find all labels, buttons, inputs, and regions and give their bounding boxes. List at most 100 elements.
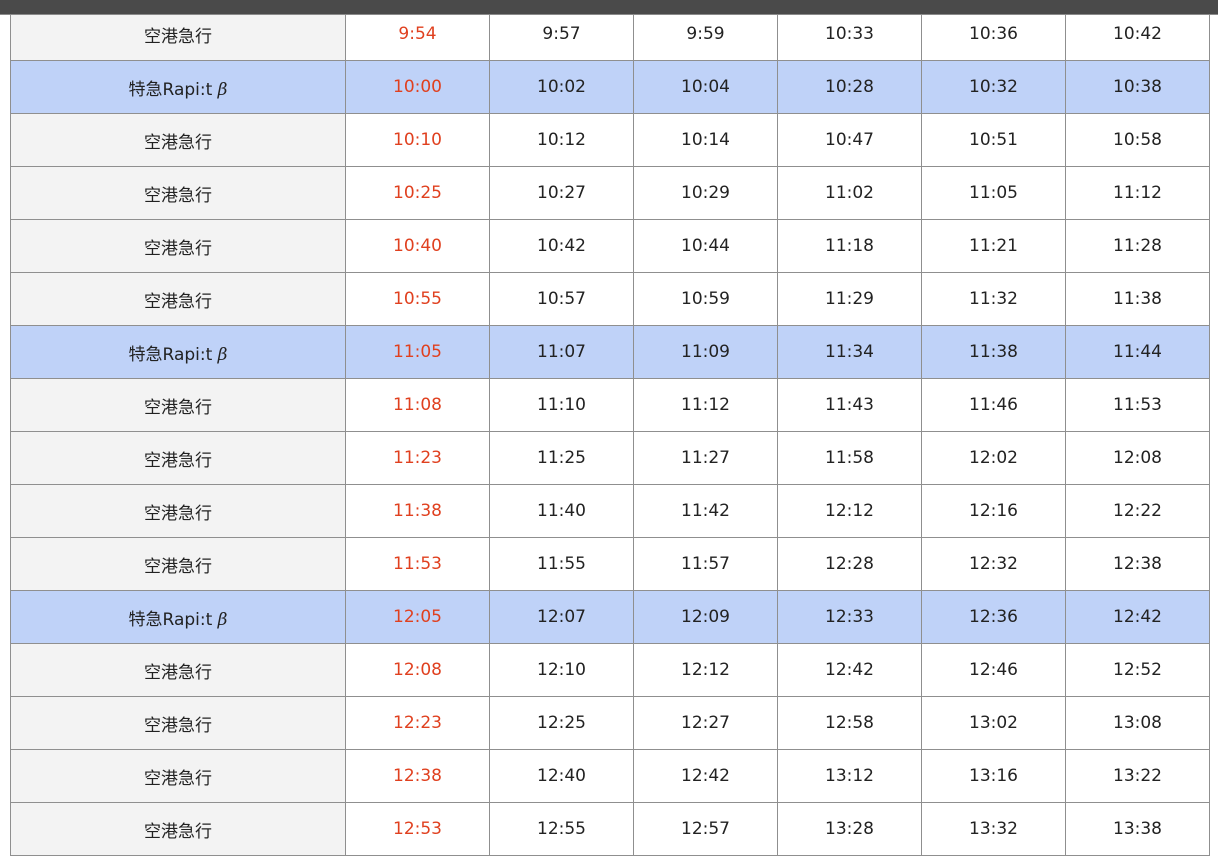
departure-time-cell: 9:54	[345, 7, 490, 61]
table-row: 空港急行 9:54 9:57 9:59 10:33 10:36 10:42	[10, 7, 1210, 61]
time-cell: 13:02	[921, 696, 1066, 750]
train-type-cell: 空港急行	[10, 378, 346, 432]
time-cell: 12:42	[633, 749, 778, 803]
train-type-label: 空港急行	[144, 768, 212, 789]
train-type-label: 空港急行	[144, 291, 212, 312]
time-cell: 11:42	[633, 484, 778, 538]
train-type-cell: 空港急行	[10, 537, 346, 591]
time-cell: 13:16	[921, 749, 1066, 803]
train-type-label: 特急Rapi:t	[128, 79, 213, 100]
time-cell: 10:42	[489, 219, 634, 273]
table-row-rapit: 特急Rapi:t β 12:05 12:07 12:09 12:33 12:36 12:42	[10, 590, 1210, 644]
time-cell: 11:02	[777, 166, 922, 220]
departure-time-cell: 11:53	[345, 537, 490, 591]
time-cell: 10:29	[633, 166, 778, 220]
table-row-rapit: 特急Rapi:t β 10:00 10:02 10:04 10:28 10:32 10:38	[10, 60, 1210, 114]
time-cell: 11:10	[489, 378, 634, 432]
departure-time-cell: 11:05	[345, 325, 490, 379]
train-type-label: 空港急行	[144, 662, 212, 683]
departure-time-cell: 10:10	[345, 113, 490, 167]
time-cell: 10:58	[1065, 113, 1210, 167]
time-cell: 11:12	[1065, 166, 1210, 220]
time-cell: 12:27	[633, 696, 778, 750]
train-type-label: 空港急行	[144, 132, 212, 153]
time-cell: 11:18	[777, 219, 922, 273]
time-cell: 10:42	[1065, 7, 1210, 61]
departure-time-cell: 10:00	[345, 60, 490, 114]
time-cell: 12:32	[921, 537, 1066, 591]
time-cell: 10:36	[921, 7, 1066, 61]
departure-time-cell: 11:08	[345, 378, 490, 432]
train-type-cell: 空港急行	[10, 696, 346, 750]
time-cell: 11:12	[633, 378, 778, 432]
train-type-cell: 空港急行	[10, 802, 346, 856]
time-cell: 12:57	[633, 802, 778, 856]
time-cell: 12:12	[633, 643, 778, 697]
table-row: 空港急行 11:23 11:25 11:27 11:58 12:02 12:08	[10, 431, 1210, 485]
time-cell: 12:55	[489, 802, 634, 856]
departure-time-cell: 12:53	[345, 802, 490, 856]
time-cell: 12:08	[1065, 431, 1210, 485]
departure-time-cell: 12:05	[345, 590, 490, 644]
time-cell: 10:59	[633, 272, 778, 326]
time-cell: 12:42	[777, 643, 922, 697]
time-cell: 10:38	[1065, 60, 1210, 114]
time-cell: 11:57	[633, 537, 778, 591]
time-cell: 12:28	[777, 537, 922, 591]
time-cell: 11:21	[921, 219, 1066, 273]
table-row: 空港急行 11:38 11:40 11:42 12:12 12:16 12:22	[10, 484, 1210, 538]
table-row: 空港急行 12:38 12:40 12:42 13:12 13:16 13:22	[10, 749, 1210, 803]
train-type-label: 空港急行	[144, 556, 212, 577]
table-row: 空港急行 10:25 10:27 10:29 11:02 11:05 11:12	[10, 166, 1210, 220]
time-cell: 11:27	[633, 431, 778, 485]
departure-time-cell: 11:23	[345, 431, 490, 485]
train-type-cell: 空港急行	[10, 749, 346, 803]
table-row: 空港急行 11:53 11:55 11:57 12:28 12:32 12:38	[10, 537, 1210, 591]
train-type-label: 空港急行	[144, 26, 212, 47]
time-cell: 11:38	[921, 325, 1066, 379]
time-cell: 11:05	[921, 166, 1066, 220]
time-cell: 10:44	[633, 219, 778, 273]
timetable-container: 空港急行 9:54 9:57 9:59 10:33 10:36 10:42 特急Rapi:t …	[10, 7, 1210, 856]
table-row: 空港急行 12:08 12:10 12:12 12:42 12:46 12:52	[10, 643, 1210, 697]
time-cell: 12:42	[1065, 590, 1210, 644]
time-cell: 13:32	[921, 802, 1066, 856]
train-type-cell: 空港急行	[10, 643, 346, 697]
time-cell: 13:28	[777, 802, 922, 856]
departure-time-cell: 12:23	[345, 696, 490, 750]
time-cell: 10:28	[777, 60, 922, 114]
time-cell: 10:47	[777, 113, 922, 167]
train-type-label: 特急Rapi:t	[128, 344, 213, 365]
train-type-label: 空港急行	[144, 503, 212, 524]
time-cell: 12:36	[921, 590, 1066, 644]
departure-time-cell: 12:08	[345, 643, 490, 697]
top-header-bar	[0, 0, 1218, 15]
train-type-suffix: β	[217, 609, 228, 630]
train-type-cell: 空港急行	[10, 272, 346, 326]
train-type-label: 特急Rapi:t	[128, 609, 213, 630]
table-row: 空港急行 10:10 10:12 10:14 10:47 10:51 10:58	[10, 113, 1210, 167]
departure-time-cell: 10:25	[345, 166, 490, 220]
time-cell: 10:51	[921, 113, 1066, 167]
time-cell: 12:38	[1065, 537, 1210, 591]
table-row: 空港急行 12:53 12:55 12:57 13:28 13:32 13:38	[10, 802, 1210, 856]
departure-time-cell: 11:38	[345, 484, 490, 538]
time-cell: 11:29	[777, 272, 922, 326]
time-cell: 10:27	[489, 166, 634, 220]
train-type-cell: 空港急行	[10, 7, 346, 61]
time-cell: 12:22	[1065, 484, 1210, 538]
time-cell: 11:28	[1065, 219, 1210, 273]
time-cell: 10:33	[777, 7, 922, 61]
time-cell: 12:10	[489, 643, 634, 697]
time-cell: 11:09	[633, 325, 778, 379]
time-cell: 12:07	[489, 590, 634, 644]
train-type-cell: 特急Rapi:t β	[10, 325, 346, 379]
time-cell: 12:46	[921, 643, 1066, 697]
time-cell: 13:38	[1065, 802, 1210, 856]
time-cell: 12:16	[921, 484, 1066, 538]
train-type-cell: 空港急行	[10, 166, 346, 220]
time-cell: 11:38	[1065, 272, 1210, 326]
time-cell: 13:12	[777, 749, 922, 803]
departure-time-cell: 12:38	[345, 749, 490, 803]
train-type-label: 空港急行	[144, 450, 212, 471]
